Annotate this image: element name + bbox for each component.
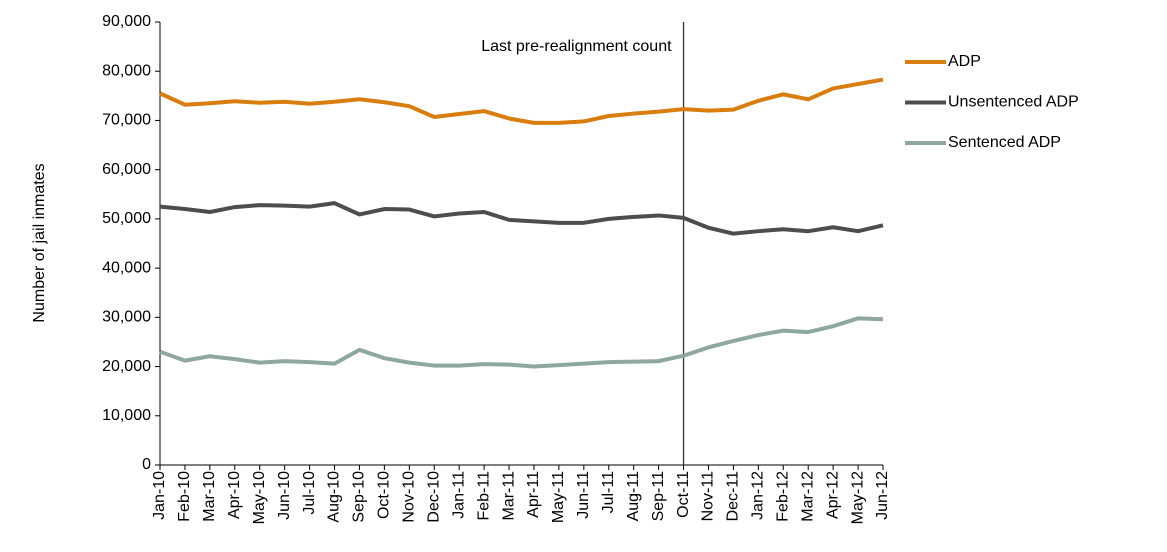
x-tick-label: Feb-12 <box>774 471 791 522</box>
y-tick-label: 40,000 <box>102 259 151 276</box>
x-tick-label: Jun-12 <box>874 471 891 520</box>
series-line <box>159 201 884 236</box>
y-tick-label: 90,000 <box>102 13 151 30</box>
y-tick-label: 0 <box>142 456 151 473</box>
x-tick-label: Apr-10 <box>226 471 243 519</box>
x-tick-label: Oct-10 <box>376 471 393 519</box>
x-tick-label: May-12 <box>849 471 866 524</box>
legend-label: ADP <box>948 53 981 70</box>
y-tick-label: 20,000 <box>102 358 151 375</box>
y-tick-label: 30,000 <box>102 309 151 326</box>
x-tick-label: May-10 <box>251 471 268 524</box>
series-line <box>159 77 884 125</box>
y-axis-label: Number of jail inmates <box>31 163 48 322</box>
x-tick-label: Mar-12 <box>799 471 816 522</box>
x-tick-label: Feb-11 <box>475 471 492 521</box>
x-tick-label: Apr-11 <box>525 471 542 518</box>
x-tick-label: Apr-12 <box>824 471 841 519</box>
x-tick-label: May-11 <box>550 471 567 523</box>
x-tick-label: Aug-11 <box>625 471 642 522</box>
y-tick-label: 60,000 <box>102 161 151 178</box>
x-tick-label: Oct-11 <box>675 471 692 518</box>
x-tick-label: Mar-10 <box>201 471 218 522</box>
legend-label: Unsentenced ADP <box>948 94 1079 111</box>
x-tick-label: Dec-11 <box>725 471 742 521</box>
x-tick-label: Jul-10 <box>301 471 318 515</box>
x-tick-label: Aug-10 <box>326 471 343 523</box>
y-tick-label: 50,000 <box>102 210 151 227</box>
y-tick-label: 10,000 <box>102 407 151 424</box>
x-tick-label: Feb-10 <box>176 471 193 522</box>
x-tick-label: Jun-10 <box>276 471 293 520</box>
x-tick-label: Jan-12 <box>750 471 767 520</box>
legend-label: Sentenced ADP <box>948 134 1061 151</box>
x-tick-label: Dec-10 <box>425 471 442 523</box>
x-tick-label: Sep-10 <box>351 471 368 523</box>
x-tick-label: Sep-11 <box>650 471 667 522</box>
x-tick-label: Nov-11 <box>700 471 717 521</box>
x-tick-label: Jul-11 <box>600 471 617 513</box>
y-tick-label: 70,000 <box>102 112 151 129</box>
x-tick-label: Nov-10 <box>401 471 418 523</box>
series-line <box>159 316 884 369</box>
x-tick-label: Mar-11 <box>500 471 517 521</box>
x-tick-label: Jan-10 <box>151 471 168 520</box>
annotation: Last pre-realignment count <box>481 38 672 55</box>
y-tick-label: 80,000 <box>102 62 151 79</box>
x-tick-label: Jan-11 <box>450 471 467 519</box>
x-tick-label: Jun-11 <box>575 471 592 519</box>
